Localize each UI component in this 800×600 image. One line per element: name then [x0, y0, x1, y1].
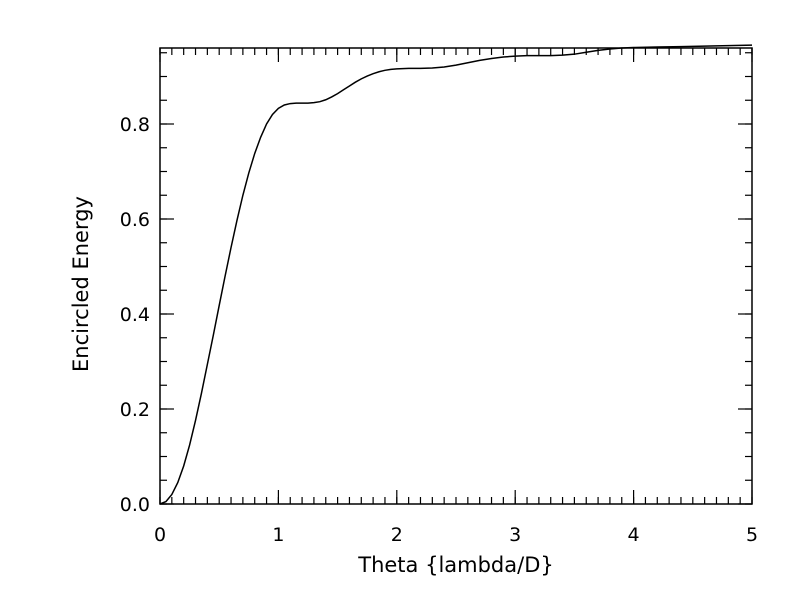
x-tick-labels: 0 1 2 3 4 5	[154, 524, 758, 546]
x-tick-label: 0	[154, 524, 166, 546]
x-tick-label: 3	[509, 524, 521, 546]
major-ticks	[159, 48, 753, 505]
x-axis-title: Theta {lambda/D}	[357, 553, 554, 577]
x-tick-label: 5	[746, 524, 758, 546]
y-tick-label: 0.4	[120, 304, 150, 326]
x-tick-label: 1	[272, 524, 284, 546]
y-tick-label: 0.6	[120, 209, 150, 231]
series-line	[159, 44, 753, 505]
y-tick-label: 0.8	[120, 114, 150, 136]
x-tick-label: 2	[391, 524, 403, 546]
y-tick-label: 0.0	[120, 494, 150, 516]
y-tick-labels: 0.0 0.2 0.4 0.6 0.8	[120, 114, 150, 516]
y-axis-title: Encircled Energy	[69, 196, 93, 372]
plot-frame	[159, 47, 753, 505]
y-tick-label: 0.2	[120, 399, 150, 421]
minor-ticks	[159, 48, 753, 505]
x-tick-label: 4	[628, 524, 640, 546]
